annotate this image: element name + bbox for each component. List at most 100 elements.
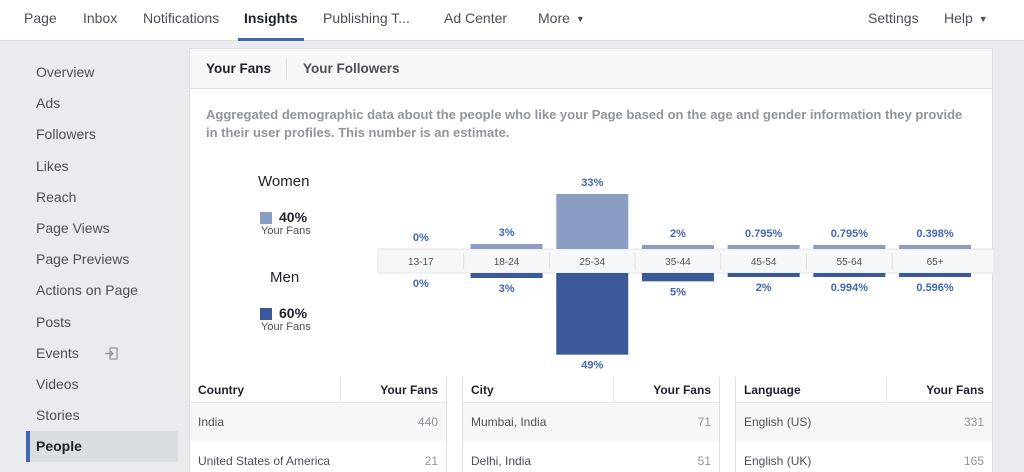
women-bar	[470, 244, 543, 249]
sidebar-item-label: Ads	[36, 95, 61, 112]
nav-tab-ad-center[interactable]: Ad Center	[444, 10, 508, 26]
sidebar-item-reach[interactable]: Reach	[26, 182, 178, 213]
sidebar-item-label: Stories	[36, 407, 80, 424]
sidebar-item-overview[interactable]: Overview	[26, 57, 178, 88]
men-bar	[556, 273, 629, 355]
women-bar-label: 2%	[670, 228, 686, 240]
men-bar	[727, 273, 800, 277]
table-row: English (UK) 165	[736, 442, 992, 472]
nav-tab-publishing-tools[interactable]: Publishing T...	[323, 10, 410, 26]
men-bar-label: 0.994%	[831, 282, 869, 294]
country-column-header: Country	[198, 383, 244, 397]
sidebar-item-label: Page Views	[36, 219, 110, 236]
help-menu[interactable]: Help ▼	[944, 0, 988, 41]
sidebar-item-actions-on-page[interactable]: Actions on Page	[26, 275, 178, 306]
nav-tab-more[interactable]: More ▼	[538, 0, 585, 41]
settings-link[interactable]: Settings	[868, 10, 919, 26]
fan-count: 331	[963, 415, 984, 429]
country-name: India	[198, 415, 225, 429]
fan-count: 51	[697, 454, 711, 468]
men-bar	[641, 273, 714, 282]
women-bar	[899, 245, 972, 249]
sidebar-item-people[interactable]: People	[26, 431, 178, 463]
men-bar	[470, 273, 543, 278]
men-bar-label: 2%	[756, 282, 772, 294]
legend-men-title: Men	[270, 269, 300, 286]
nav-tab-insights[interactable]: Insights	[238, 0, 304, 41]
legend-women-percent: 40%	[279, 209, 308, 225]
sidebar-item-label: Reach	[36, 188, 77, 205]
language-name: English (US)	[744, 415, 812, 429]
city-name: Delhi, India	[471, 454, 532, 468]
table-gap	[446, 377, 463, 472]
age-tick-label: 45-54	[751, 257, 777, 268]
women-bar-label: 0.795%	[831, 228, 869, 240]
city-table: City Your Fans Mumbai, India 71 Delhi, I…	[463, 377, 719, 472]
city-column-header: City	[471, 383, 494, 397]
city-name: Mumbai, India	[471, 415, 547, 429]
sidebar-item-label: Likes	[36, 157, 69, 174]
fans-column-header: Your Fans	[380, 383, 438, 397]
sidebar-item-page-previews[interactable]: Page Previews	[26, 244, 178, 275]
column-divider	[340, 377, 341, 402]
sidebar-item-likes[interactable]: Likes	[26, 151, 178, 182]
column-divider	[613, 377, 614, 402]
sidebar-item-stories[interactable]: Stories	[26, 400, 178, 431]
table-gap	[719, 377, 736, 472]
card-tab-bar: Your Fans Your Followers	[190, 49, 992, 89]
sidebar-item-ads[interactable]: Ads	[26, 88, 178, 119]
external-link-icon	[105, 347, 118, 360]
men-bar-label: 3%	[499, 283, 515, 295]
column-divider	[886, 377, 887, 402]
legend-men-subtitle: Your Fans	[261, 321, 311, 333]
country-table: Country Your Fans India 440 United State…	[190, 377, 446, 472]
table-header: Country Your Fans	[190, 377, 446, 403]
nav-tab-inbox[interactable]: Inbox	[83, 10, 118, 26]
fan-count: 440	[417, 415, 438, 429]
age-tick-label: 65+	[927, 257, 944, 268]
men-bar-label: 0%	[413, 278, 429, 290]
women-bar	[813, 245, 886, 249]
age-gender-chart: 0% 0% 13-17 3% 3% 18-24 33% 49% 25-34 2% 5% 35-44 0.…	[377, 177, 995, 372]
language-column-header: Language	[744, 383, 801, 397]
women-bar-label: 0%	[413, 232, 429, 244]
age-tick-label: 13-17	[408, 257, 434, 268]
tab-your-fans[interactable]: Your Fans	[206, 61, 272, 76]
table-row: English (US) 331	[736, 403, 992, 442]
table-row: Mumbai, India 71	[463, 403, 719, 442]
women-bar	[556, 194, 629, 249]
caret-down-icon: ▼	[978, 14, 988, 25]
nav-tab-page[interactable]: Page	[24, 10, 57, 26]
age-tick-label: 55-64	[837, 257, 863, 268]
table-header: Language Your Fans	[736, 377, 992, 403]
women-bar-label: 33%	[581, 177, 603, 189]
sidebar-item-videos[interactable]: Videos	[26, 369, 178, 400]
sidebar-item-page-views[interactable]: Page Views	[26, 213, 178, 244]
sidebar-item-events[interactable]: Events	[26, 338, 178, 369]
nav-tab-notifications[interactable]: Notifications	[143, 10, 220, 26]
age-tick-label: 18-24	[494, 257, 520, 268]
men-bar-label: 0.596%	[916, 282, 954, 294]
sidebar-item-posts[interactable]: Posts	[26, 307, 178, 338]
women-bar	[727, 245, 800, 249]
legend-women-swatch	[260, 212, 272, 224]
people-insights-card: Your Fans Your Followers Aggregated demo…	[189, 48, 995, 472]
fan-count: 71	[697, 415, 711, 429]
men-bar-label: 5%	[670, 286, 686, 298]
men-bar	[813, 273, 886, 277]
legend-women-title: Women	[258, 173, 310, 190]
sidebar-item-followers[interactable]: Followers	[26, 119, 178, 150]
women-bar-label: 0.795%	[745, 228, 783, 240]
women-bar	[641, 245, 714, 249]
sidebar-item-label: Actions on Page	[36, 282, 138, 299]
age-tick-label: 25-34	[579, 257, 605, 268]
insights-sidebar: Overview Ads Followers Likes Reach Page …	[26, 57, 178, 463]
language-name: English (UK)	[744, 454, 812, 468]
caret-down-icon: ▼	[575, 14, 585, 25]
tab-your-followers[interactable]: Your Followers	[303, 61, 400, 76]
more-label: More	[538, 10, 570, 26]
women-bar-label: 3%	[499, 227, 515, 239]
sidebar-item-label: Posts	[36, 313, 72, 330]
language-table: Language Your Fans English (US) 331 Engl…	[736, 377, 992, 472]
men-bar	[899, 273, 972, 277]
